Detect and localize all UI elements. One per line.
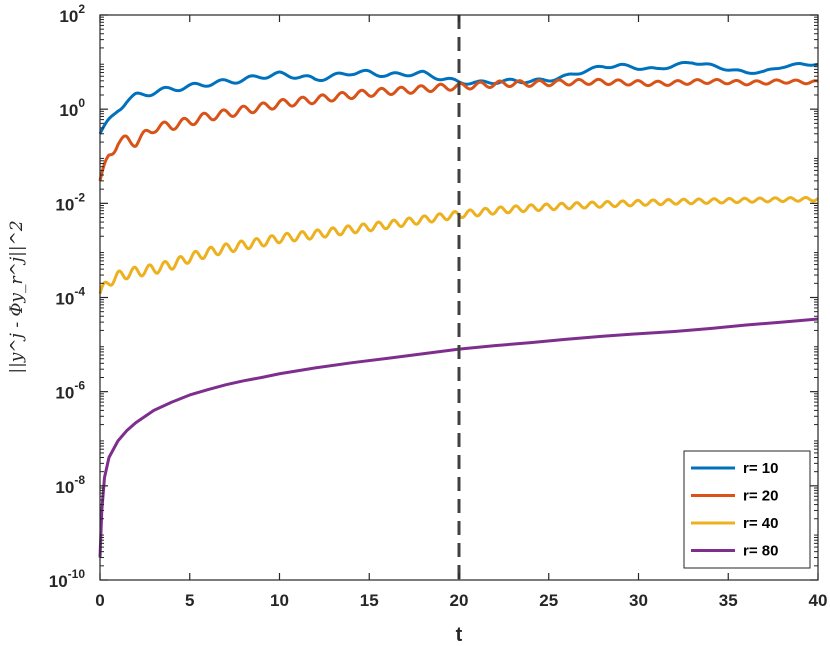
- y-tick-exponent: 2: [78, 2, 85, 16]
- y-tick-base: 10: [59, 7, 78, 26]
- y-tick-base: 10: [55, 195, 74, 214]
- y-tick-label: 10-4: [55, 285, 85, 309]
- legend-label: r= 20: [743, 488, 778, 505]
- legend-label: r= 10: [743, 460, 778, 477]
- y-tick-base: 10: [49, 572, 68, 591]
- y-axis-label: ||y^j - Φy_r^j||^2: [7, 220, 27, 373]
- y-tick-exponent: -8: [74, 473, 85, 487]
- y-tick-base: 10: [55, 478, 74, 497]
- legend-box: [683, 450, 811, 569]
- y-tick-exponent: -4: [74, 285, 85, 299]
- y-tick-base: 10: [59, 101, 78, 120]
- y-tick-exponent: -2: [74, 190, 85, 204]
- x-tick-label: 0: [95, 591, 104, 610]
- x-axis-label: t: [456, 624, 463, 646]
- y-tick-exponent: 0: [78, 96, 85, 110]
- x-tick-label: 25: [539, 591, 558, 610]
- x-tick-label: 35: [719, 591, 738, 610]
- x-tick-label: 30: [629, 591, 648, 610]
- y-tick-label: 100: [59, 96, 85, 120]
- y-axis-label-text: ||y^j - Φy_r^j||^2: [7, 220, 27, 373]
- y-tick-base: 10: [55, 384, 74, 403]
- x-tick-label: 15: [360, 591, 379, 610]
- legend-label: r= 80: [743, 543, 778, 560]
- y-tick-label: 10-6: [55, 379, 85, 403]
- x-tick-label: 10: [270, 591, 289, 610]
- series-line-r80: [98, 317, 819, 558]
- x-tick-label: 40: [809, 591, 828, 610]
- y-tick-label: 10-8: [55, 473, 85, 497]
- y-tick-label: 10-2: [55, 190, 85, 214]
- x-tick-label: 20: [450, 591, 469, 610]
- y-tick-label: 10-10: [49, 567, 86, 591]
- y-tick-label: 102: [59, 2, 85, 26]
- legend-label: r= 40: [743, 515, 778, 532]
- legend: r= 10 r= 20 r= 40 r= 80: [683, 450, 811, 569]
- y-tick-exponent: -6: [74, 379, 85, 393]
- y-tick-exponent: -10: [68, 567, 86, 581]
- x-tick-label: 5: [185, 591, 194, 610]
- y-tick-base: 10: [55, 290, 74, 309]
- tick-layer: 0 5 10 15 20 25 30 35 4010-1010-810-610-410-2100…: [49, 2, 828, 610]
